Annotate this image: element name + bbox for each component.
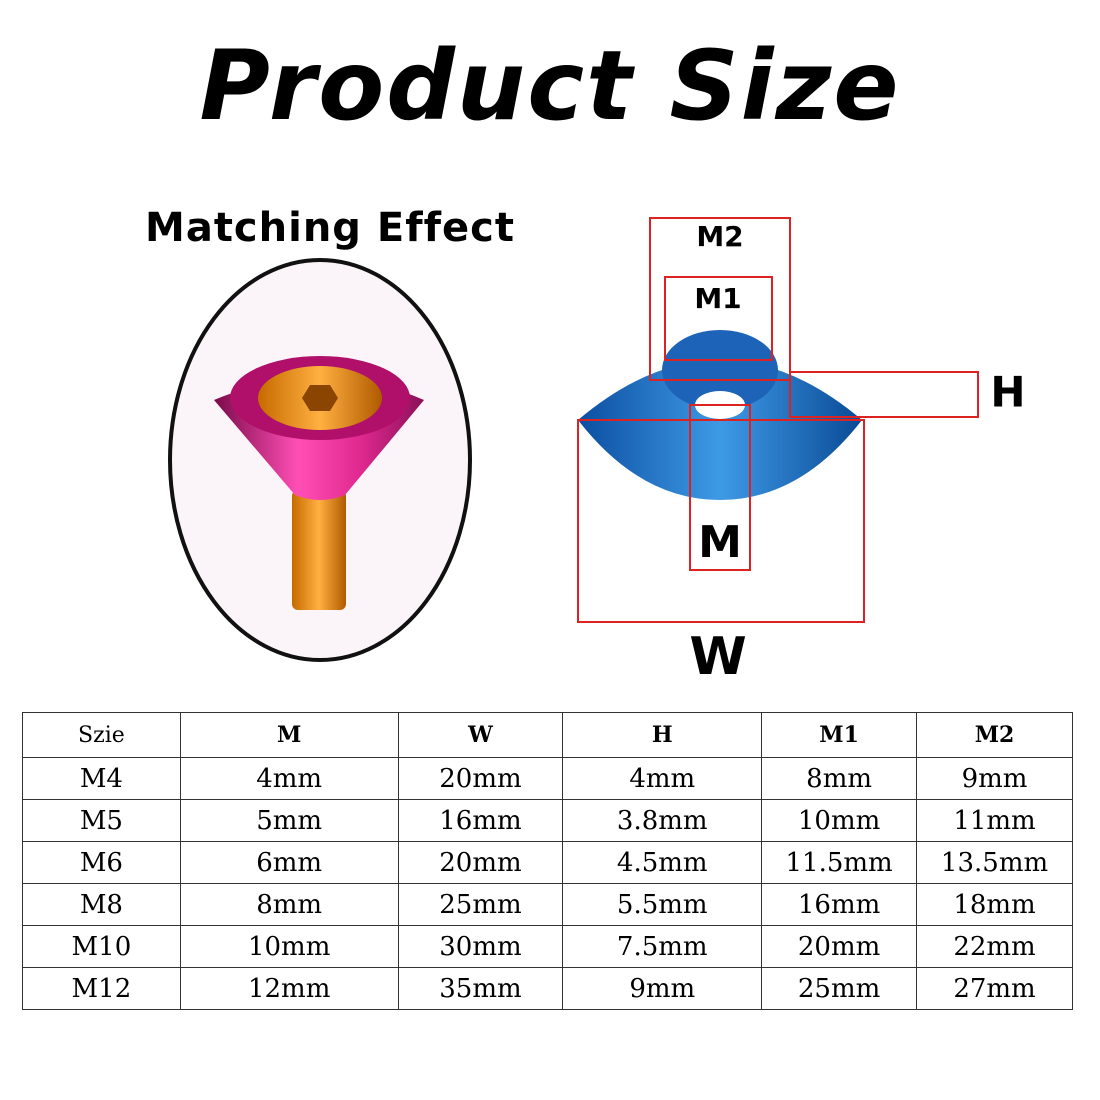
table-cell: 16mm xyxy=(397,799,564,842)
h-label: H xyxy=(990,368,1025,417)
table-cell: M6 xyxy=(22,841,181,884)
table-row: M4 4mm 20mm 4mm 8mm 9mm xyxy=(22,757,1073,800)
table-cell: 8mm xyxy=(179,883,399,926)
table-cell: 9mm xyxy=(916,757,1073,800)
table-cell: 11.5mm xyxy=(761,841,918,884)
column-header: Szie xyxy=(22,712,181,758)
table-row: M12 12mm 35mm 9mm 25mm 27mm xyxy=(22,967,1073,1010)
h-box xyxy=(789,371,979,418)
table-cell: 20mm xyxy=(397,757,564,800)
table-cell: 4mm xyxy=(179,757,399,800)
matching-effect-label: Matching Effect xyxy=(145,205,515,251)
m2-box xyxy=(649,217,791,381)
table-cell: M10 xyxy=(22,925,181,968)
table-cell: 5mm xyxy=(179,799,399,842)
table-cell: 25mm xyxy=(761,967,918,1010)
table-cell: 3.8mm xyxy=(562,799,763,842)
table-cell: M5 xyxy=(22,799,181,842)
table-cell: 13.5mm xyxy=(916,841,1073,884)
table-cell: 20mm xyxy=(761,925,918,968)
table-cell: M8 xyxy=(22,883,181,926)
bolt-thread xyxy=(292,490,346,610)
table-cell: 12mm xyxy=(179,967,399,1010)
table-row: M8 8mm 25mm 5.5mm 16mm 18mm xyxy=(22,883,1073,926)
table-cell: 9mm xyxy=(562,967,763,1010)
page-title: Product Size xyxy=(199,30,901,142)
washer-hole xyxy=(662,330,778,410)
column-header: W xyxy=(397,712,564,758)
m-label: M xyxy=(698,517,742,568)
header-row: Szie M W H M1 M2 xyxy=(22,712,1073,758)
table-row: M6 6mm 20mm 4.5mm 11.5mm 13.5mm xyxy=(22,841,1073,884)
table-row: M5 5mm 16mm 3.8mm 10mm 11mm xyxy=(22,799,1073,842)
table-cell: 20mm xyxy=(397,841,564,884)
table-cell: 7.5mm xyxy=(562,925,763,968)
column-header: M1 xyxy=(761,712,918,758)
table-cell: M4 xyxy=(22,757,181,800)
m1-label: M1 xyxy=(694,282,741,315)
table-cell: 16mm xyxy=(761,883,918,926)
table-cell: 27mm xyxy=(916,967,1073,1010)
table-cell: 4.5mm xyxy=(562,841,763,884)
w-label: W xyxy=(689,627,746,687)
table-cell: 30mm xyxy=(397,925,564,968)
w-box xyxy=(577,419,865,623)
table-cell: 5.5mm xyxy=(562,883,763,926)
table-cell: 22mm xyxy=(916,925,1073,968)
column-header: H xyxy=(562,712,763,758)
table-cell: 8mm xyxy=(761,757,918,800)
table-cell: 4mm xyxy=(562,757,763,800)
column-header: M xyxy=(179,712,399,758)
hex-socket xyxy=(302,385,338,411)
table-cell: 10mm xyxy=(179,925,399,968)
table-cell: 18mm xyxy=(916,883,1073,926)
m-box xyxy=(689,404,751,571)
size-table: Szie M W H M1 M2 M4 4mm 20mm 4mm 8mm 9mm M5 5mm 16mm 3… xyxy=(22,712,1073,1010)
table-cell: 6mm xyxy=(179,841,399,884)
table-cell: 10mm xyxy=(761,799,918,842)
table-cell: 11mm xyxy=(916,799,1073,842)
table-cell: 35mm xyxy=(397,967,564,1010)
table-cell: M12 xyxy=(22,967,181,1010)
table-cell: 25mm xyxy=(397,883,564,926)
illustration: M2 M1 H M W xyxy=(168,217,1026,687)
m2-label: M2 xyxy=(696,220,743,253)
m1-box xyxy=(664,276,773,361)
table-row: M10 10mm 30mm 7.5mm 20mm 22mm xyxy=(22,925,1073,968)
column-header: M2 xyxy=(916,712,1073,758)
